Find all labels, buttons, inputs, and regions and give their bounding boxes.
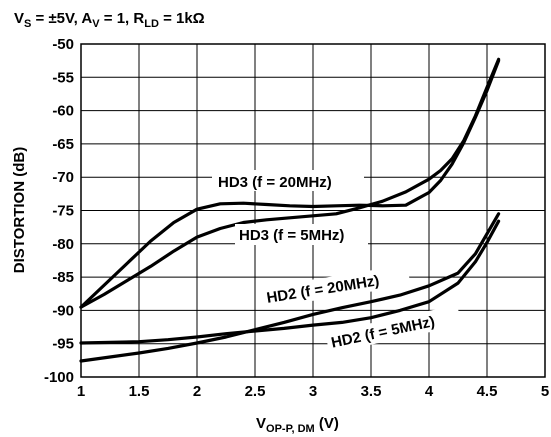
y-tick-label: -100	[44, 369, 74, 386]
x-tick-label: 2.5	[245, 383, 266, 400]
y-tick-labels: -50 -55 -60 -65 -70 -75 -80 -85 -90 -95 -100	[44, 36, 74, 386]
x-tick-label: 3.5	[361, 383, 382, 400]
y-tick-label: -60	[52, 103, 74, 120]
y-tick-label: -90	[52, 302, 74, 319]
x-tick-label: 4.5	[477, 383, 498, 400]
x-tick-labels: 1 1.5 2 2.5 3 3.5 4 4.5 5	[77, 383, 549, 400]
y-tick-label: -50	[52, 36, 74, 53]
svg-text:HD2 (f = 5MHz): HD2 (f = 5MHz)	[330, 313, 437, 352]
series-line-2	[79, 212, 501, 363]
x-tick-label: 3	[309, 383, 317, 400]
grid	[80, 43, 546, 378]
plot-frame	[80, 43, 546, 378]
x-tick-label: 1	[77, 383, 85, 400]
y-tick-label: -55	[52, 69, 74, 86]
y-tick-label: -70	[52, 169, 74, 186]
y-tick-label: -65	[52, 136, 74, 153]
svg-text:HD3 (f = 5MHz): HD3 (f = 5MHz)	[239, 227, 344, 244]
x-tick-label: 1.5	[129, 383, 150, 400]
x-tick-label: 4	[425, 383, 434, 400]
y-tick-label: -80	[52, 236, 74, 253]
y-tick-label: -85	[52, 269, 74, 286]
svg-text:HD3 (f = 20MHz): HD3 (f = 20MHz)	[218, 174, 332, 191]
series-line-3	[79, 219, 501, 345]
y-axis-label: DISTORTION (dB)	[11, 147, 28, 273]
x-tick-label: 5	[541, 383, 549, 400]
label-hd3-20mhz: HD3 (f = 20MHz)	[212, 170, 364, 191]
y-tick-label: -75	[52, 203, 74, 220]
x-axis-label: VOP-P, DM (V)	[256, 415, 339, 435]
label-hd2-20mhz: HD2 (f = 20MHz)	[261, 264, 411, 309]
y-tick-label: -95	[52, 336, 74, 353]
series-line-0	[79, 59, 501, 309]
series-line-1	[79, 57, 501, 309]
x-tick-label: 2	[193, 383, 201, 400]
series-lines	[79, 57, 501, 363]
chart-title: VS = ±5V, AV = 1, RLD = 1kΩ	[14, 10, 205, 30]
label-hd3-5mhz: HD3 (f = 5MHz)	[235, 224, 368, 245]
